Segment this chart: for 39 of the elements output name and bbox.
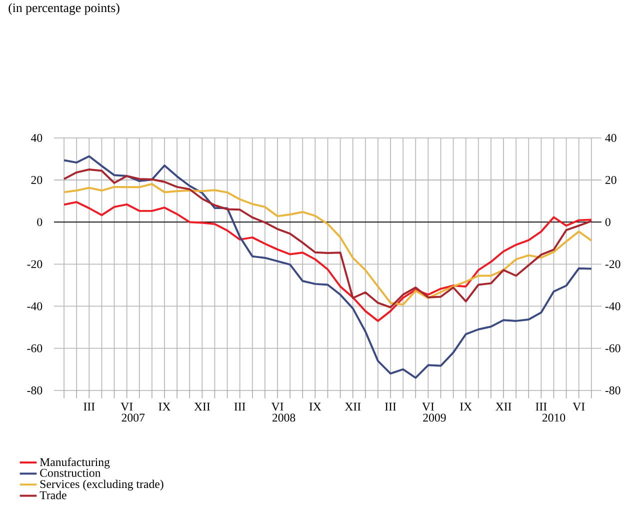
x-tick-label: III: [385, 403, 396, 411]
x-tick-label: III: [234, 403, 246, 411]
y2-tick-label: -60: [605, 344, 620, 353]
y-tick-label: -40: [27, 302, 42, 310]
legend-label: Construction: [40, 469, 101, 478]
y-tick-label: 40: [30, 134, 42, 142]
chart-title: (in percentage points): [8, 3, 120, 16]
x-tick-label: XII: [344, 403, 361, 411]
y-tick-label: 20: [31, 176, 42, 184]
y-tick-label: -80: [27, 386, 42, 395]
line-series: [63, 201, 592, 322]
text: 2008: [272, 414, 296, 422]
line-series: [63, 155, 592, 379]
y-tick-label: -60: [27, 344, 42, 353]
text: 2010: [542, 414, 566, 422]
y2-tick-label: 40: [605, 134, 616, 142]
legend-label: Trade: [40, 491, 66, 500]
x-tick-label: XII: [496, 403, 512, 411]
x-tick-label: XII: [194, 403, 210, 411]
y2-tick-label: -80: [605, 386, 620, 395]
y-tick-label: -20: [27, 260, 42, 268]
text: 2007: [122, 414, 145, 422]
y2-tick-label: -20: [605, 260, 620, 268]
x-tick-label: VI: [572, 403, 585, 411]
legend-label: Services (excluding trade): [40, 480, 164, 491]
x-tick-label: VI: [271, 403, 284, 411]
x-tick-label: IX: [460, 403, 472, 411]
y2-tick-label: -40: [605, 302, 620, 310]
y2-tick-label: 20: [605, 176, 616, 184]
x-tick-label: IX: [158, 403, 171, 411]
x-tick-label: III: [536, 403, 547, 411]
y-tick-label: 0: [37, 218, 42, 226]
x-tick-label: IX: [309, 403, 322, 411]
x-tick-label: III: [84, 403, 95, 411]
y2-tick-label: 0: [605, 218, 610, 226]
legend-label: Manufacturing: [40, 458, 110, 469]
x-tick-label: VI: [120, 403, 133, 411]
x-tick-label: VI: [422, 403, 434, 411]
text: 2009: [423, 414, 446, 422]
